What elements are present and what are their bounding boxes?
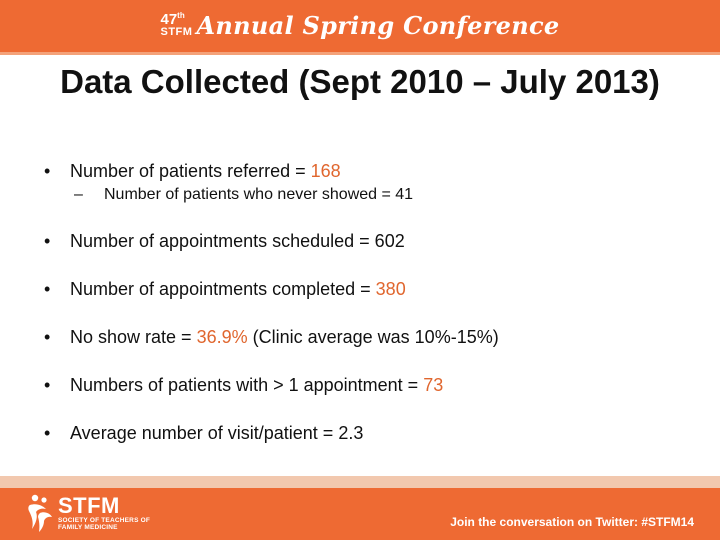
footer-divider [0, 476, 720, 488]
header-divider [0, 52, 720, 55]
bullet-item: • Number of appointments scheduled = 602 [44, 231, 405, 251]
twitter-callout: Join the conversation on Twitter: #STFM1… [450, 515, 694, 529]
conference-title: 47th STFM Annual Spring Conference [160, 10, 559, 42]
no-show-rate-value: 36.9% [196, 327, 248, 347]
conference-ordinal: 47th STFM [160, 11, 193, 38]
patients-referred-value: 168 [310, 161, 341, 181]
bullet-item: • Average number of visit/patient = 2.3 [44, 423, 364, 443]
bullet-list: • Number of patients referred = 168 – Nu… [44, 158, 684, 446]
stfm-logo: STFM SOCIETY OF TEACHERS OF FAMILY MEDIC… [26, 493, 150, 533]
conference-org: STFM [160, 26, 193, 38]
stfm-figures-icon [28, 494, 52, 532]
sub-bullet-item: – Number of patients who never showed = … [74, 186, 414, 203]
appointments-completed-value: 380 [375, 279, 406, 299]
multi-appointment-value: 73 [423, 375, 444, 395]
header-band: 47th STFM Annual Spring Conference [0, 0, 720, 52]
conference-name: Annual Spring Conference [196, 11, 560, 40]
bullet-item: • No show rate = 36.9% (Clinic average w… [44, 327, 499, 347]
bullet-item: • Numbers of patients with > 1 appointme… [44, 375, 444, 395]
slide-title: Data Collected (Sept 2010 – July 2013) [60, 63, 660, 100]
bullet-item: • Number of patients referred = 168 [44, 161, 341, 181]
footer-band [0, 488, 720, 540]
bullet-item: • Number of appointments completed = 380 [44, 279, 406, 299]
